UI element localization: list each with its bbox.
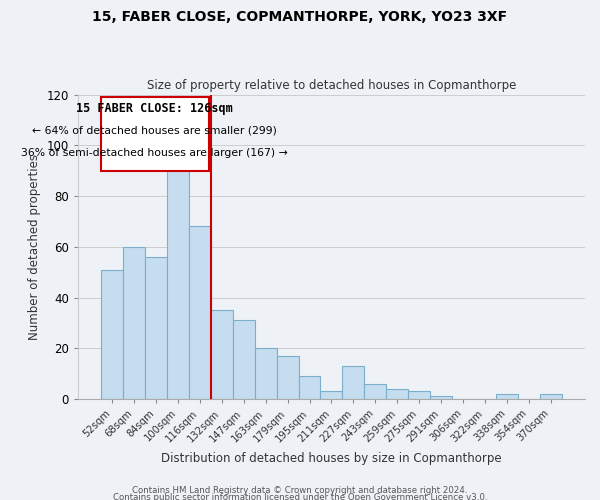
Bar: [189, 226, 211, 399]
Text: ← 64% of detached houses are smaller (299): ← 64% of detached houses are smaller (29…: [32, 125, 277, 135]
FancyBboxPatch shape: [101, 97, 209, 170]
Bar: [101, 270, 123, 399]
Text: 15 FABER CLOSE: 126sqm: 15 FABER CLOSE: 126sqm: [76, 102, 233, 115]
Title: Size of property relative to detached houses in Copmanthorpe: Size of property relative to detached ho…: [147, 79, 516, 92]
Text: 15, FABER CLOSE, COPMANTHORPE, YORK, YO23 3XF: 15, FABER CLOSE, COPMANTHORPE, YORK, YO2…: [92, 10, 508, 24]
Bar: [233, 320, 254, 399]
X-axis label: Distribution of detached houses by size in Copmanthorpe: Distribution of detached houses by size …: [161, 452, 502, 465]
Bar: [167, 160, 189, 399]
Bar: [386, 389, 408, 399]
Bar: [343, 366, 364, 399]
Text: 36% of semi-detached houses are larger (167) →: 36% of semi-detached houses are larger (…: [22, 148, 288, 158]
Bar: [123, 247, 145, 399]
Bar: [408, 392, 430, 399]
Bar: [540, 394, 562, 399]
Bar: [254, 348, 277, 399]
Bar: [299, 376, 320, 399]
Bar: [320, 392, 343, 399]
Y-axis label: Number of detached properties: Number of detached properties: [28, 154, 41, 340]
Text: Contains public sector information licensed under the Open Government Licence v3: Contains public sector information licen…: [113, 494, 487, 500]
Text: Contains HM Land Registry data © Crown copyright and database right 2024.: Contains HM Land Registry data © Crown c…: [132, 486, 468, 495]
Bar: [277, 356, 299, 399]
Bar: [364, 384, 386, 399]
Bar: [430, 396, 452, 399]
Bar: [145, 257, 167, 399]
Bar: [211, 310, 233, 399]
Bar: [496, 394, 518, 399]
